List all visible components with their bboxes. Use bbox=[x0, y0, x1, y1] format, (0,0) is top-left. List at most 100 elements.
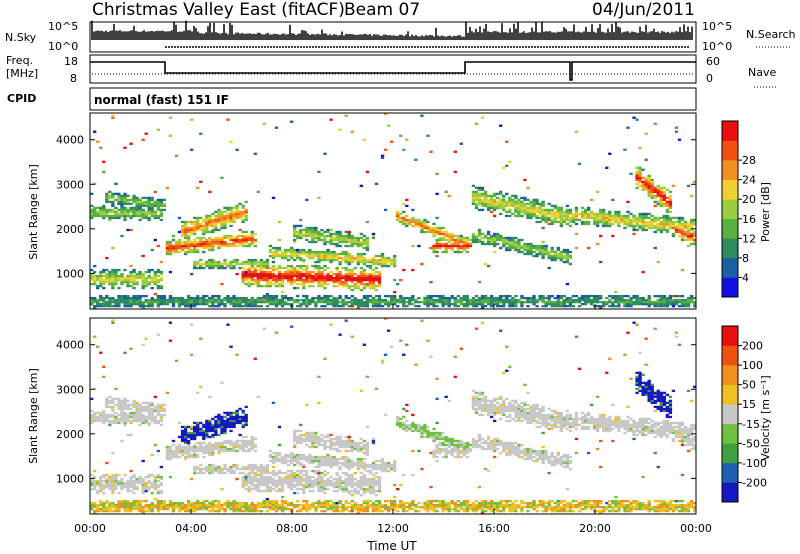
velocity-cell bbox=[159, 507, 164, 511]
power-cell bbox=[544, 246, 548, 250]
power-cell bbox=[674, 230, 679, 234]
power-cell bbox=[583, 212, 588, 216]
power-cell bbox=[126, 212, 130, 216]
power-cell bbox=[502, 298, 506, 302]
power-cell bbox=[235, 272, 239, 276]
power-cell bbox=[220, 224, 224, 228]
velocity-cell bbox=[156, 505, 160, 509]
power-cell bbox=[499, 206, 503, 210]
power-cell bbox=[253, 240, 257, 244]
power-cell bbox=[168, 240, 173, 244]
power-cell bbox=[329, 118, 333, 121]
power-cell bbox=[559, 252, 563, 256]
power-cell bbox=[656, 224, 660, 228]
power-cell bbox=[132, 206, 136, 210]
power-cell bbox=[302, 294, 306, 298]
power-cell bbox=[486, 198, 491, 202]
power-cell bbox=[214, 298, 218, 302]
power-cell bbox=[547, 252, 551, 256]
power-cell bbox=[305, 238, 309, 242]
power-cell bbox=[341, 284, 345, 288]
velocity-cell bbox=[132, 503, 136, 507]
power-cell bbox=[226, 264, 230, 268]
power-cell bbox=[293, 248, 297, 252]
power-cell bbox=[289, 266, 294, 270]
velocity-cell bbox=[186, 499, 191, 503]
power-cell bbox=[553, 302, 557, 306]
power-cell bbox=[459, 250, 463, 254]
power-cell bbox=[638, 300, 642, 304]
power-cell bbox=[556, 298, 560, 302]
velocity-cell bbox=[144, 505, 148, 509]
velocity-cell bbox=[256, 481, 260, 485]
power-cell bbox=[138, 218, 142, 222]
power-cell bbox=[238, 266, 242, 270]
velocity-cell bbox=[253, 465, 257, 469]
velocity-cell bbox=[199, 463, 203, 467]
velocity-cell bbox=[208, 451, 212, 455]
velocity-cell bbox=[99, 489, 103, 493]
power-cell bbox=[208, 304, 212, 308]
power-cell bbox=[511, 236, 515, 240]
velocity-cell bbox=[189, 353, 194, 356]
velocity-cell bbox=[141, 413, 145, 417]
power-cell bbox=[638, 170, 642, 173]
velocity-cell bbox=[196, 441, 200, 445]
power-cell bbox=[377, 278, 382, 282]
power-cell bbox=[262, 262, 267, 266]
power-cell bbox=[483, 236, 488, 240]
power-cell bbox=[608, 294, 612, 298]
power-cell bbox=[144, 304, 148, 308]
power-cell bbox=[111, 202, 115, 206]
velocity-cell bbox=[220, 417, 224, 421]
power-cell bbox=[550, 208, 554, 212]
power-cell bbox=[380, 304, 385, 308]
velocity-heatmap bbox=[90, 317, 697, 515]
velocity-cell bbox=[159, 417, 164, 421]
power-cell bbox=[547, 202, 551, 206]
power-cell bbox=[589, 302, 594, 306]
power-cell bbox=[323, 240, 327, 244]
power-cell bbox=[320, 298, 324, 302]
velocity-cell bbox=[186, 501, 191, 505]
power-cell bbox=[347, 256, 351, 260]
power-cell bbox=[241, 206, 245, 210]
power-cell bbox=[102, 282, 106, 286]
power-cell bbox=[671, 184, 676, 188]
velocity-cell bbox=[114, 417, 118, 421]
velocity-cell bbox=[235, 415, 239, 419]
power-cell bbox=[311, 298, 315, 302]
velocity-cell bbox=[120, 411, 124, 415]
velocity-cell bbox=[123, 411, 127, 415]
power-cell bbox=[159, 286, 164, 290]
power-cell bbox=[320, 270, 324, 274]
power-cell bbox=[293, 298, 297, 302]
power-cell bbox=[489, 298, 494, 302]
velocity-cell bbox=[126, 481, 130, 485]
velocity-cell bbox=[199, 429, 203, 433]
power-cell bbox=[626, 302, 630, 306]
power-cell bbox=[586, 296, 591, 300]
power-cell bbox=[296, 248, 300, 252]
velocity-cell bbox=[171, 507, 176, 511]
power-cell bbox=[214, 236, 218, 240]
power-cell bbox=[102, 270, 106, 274]
velocity-cell bbox=[159, 475, 164, 479]
power-cell bbox=[241, 280, 245, 284]
power-cell bbox=[344, 278, 348, 282]
colorbar-tick-label: 28 bbox=[742, 154, 756, 167]
power-cell bbox=[293, 232, 297, 236]
power-cell bbox=[489, 196, 494, 200]
power-cell bbox=[308, 230, 312, 234]
power-cell bbox=[183, 298, 188, 302]
power-cell bbox=[353, 272, 357, 276]
power-cell bbox=[492, 250, 497, 254]
power-cell bbox=[265, 276, 270, 280]
velocity-cell bbox=[117, 401, 121, 405]
power-cell bbox=[102, 304, 106, 308]
power-cell bbox=[626, 200, 630, 204]
power-cell bbox=[656, 304, 660, 308]
power-cell bbox=[429, 294, 433, 298]
power-cell bbox=[229, 218, 233, 222]
power-cell bbox=[235, 236, 239, 240]
